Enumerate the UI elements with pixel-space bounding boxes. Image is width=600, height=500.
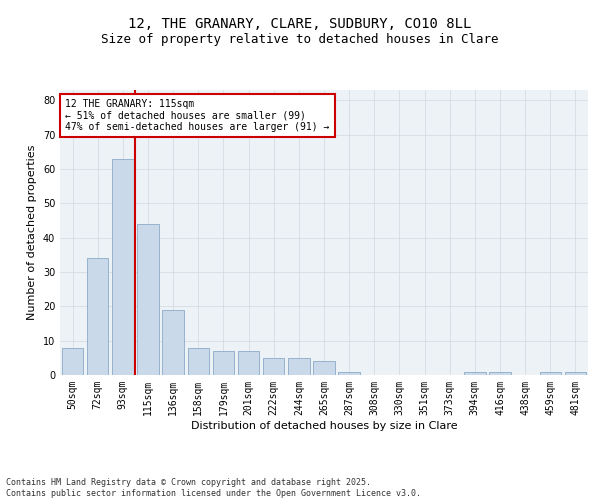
Bar: [565, 372, 586, 375]
Bar: [313, 362, 335, 375]
Bar: [87, 258, 109, 375]
Text: 12, THE GRANARY, CLARE, SUDBURY, CO10 8LL: 12, THE GRANARY, CLARE, SUDBURY, CO10 8L…: [128, 18, 472, 32]
Bar: [238, 351, 259, 375]
Bar: [188, 348, 209, 375]
Bar: [490, 372, 511, 375]
Bar: [539, 372, 561, 375]
Bar: [338, 372, 360, 375]
Bar: [213, 351, 234, 375]
Bar: [263, 358, 284, 375]
Bar: [137, 224, 158, 375]
Text: 12 THE GRANARY: 115sqm
← 51% of detached houses are smaller (99)
47% of semi-det: 12 THE GRANARY: 115sqm ← 51% of detached…: [65, 98, 329, 132]
Text: Size of property relative to detached houses in Clare: Size of property relative to detached ho…: [101, 32, 499, 46]
Bar: [464, 372, 485, 375]
Bar: [288, 358, 310, 375]
Bar: [163, 310, 184, 375]
X-axis label: Distribution of detached houses by size in Clare: Distribution of detached houses by size …: [191, 420, 457, 430]
Y-axis label: Number of detached properties: Number of detached properties: [27, 145, 37, 320]
Bar: [112, 158, 134, 375]
Bar: [62, 348, 83, 375]
Text: Contains HM Land Registry data © Crown copyright and database right 2025.
Contai: Contains HM Land Registry data © Crown c…: [6, 478, 421, 498]
